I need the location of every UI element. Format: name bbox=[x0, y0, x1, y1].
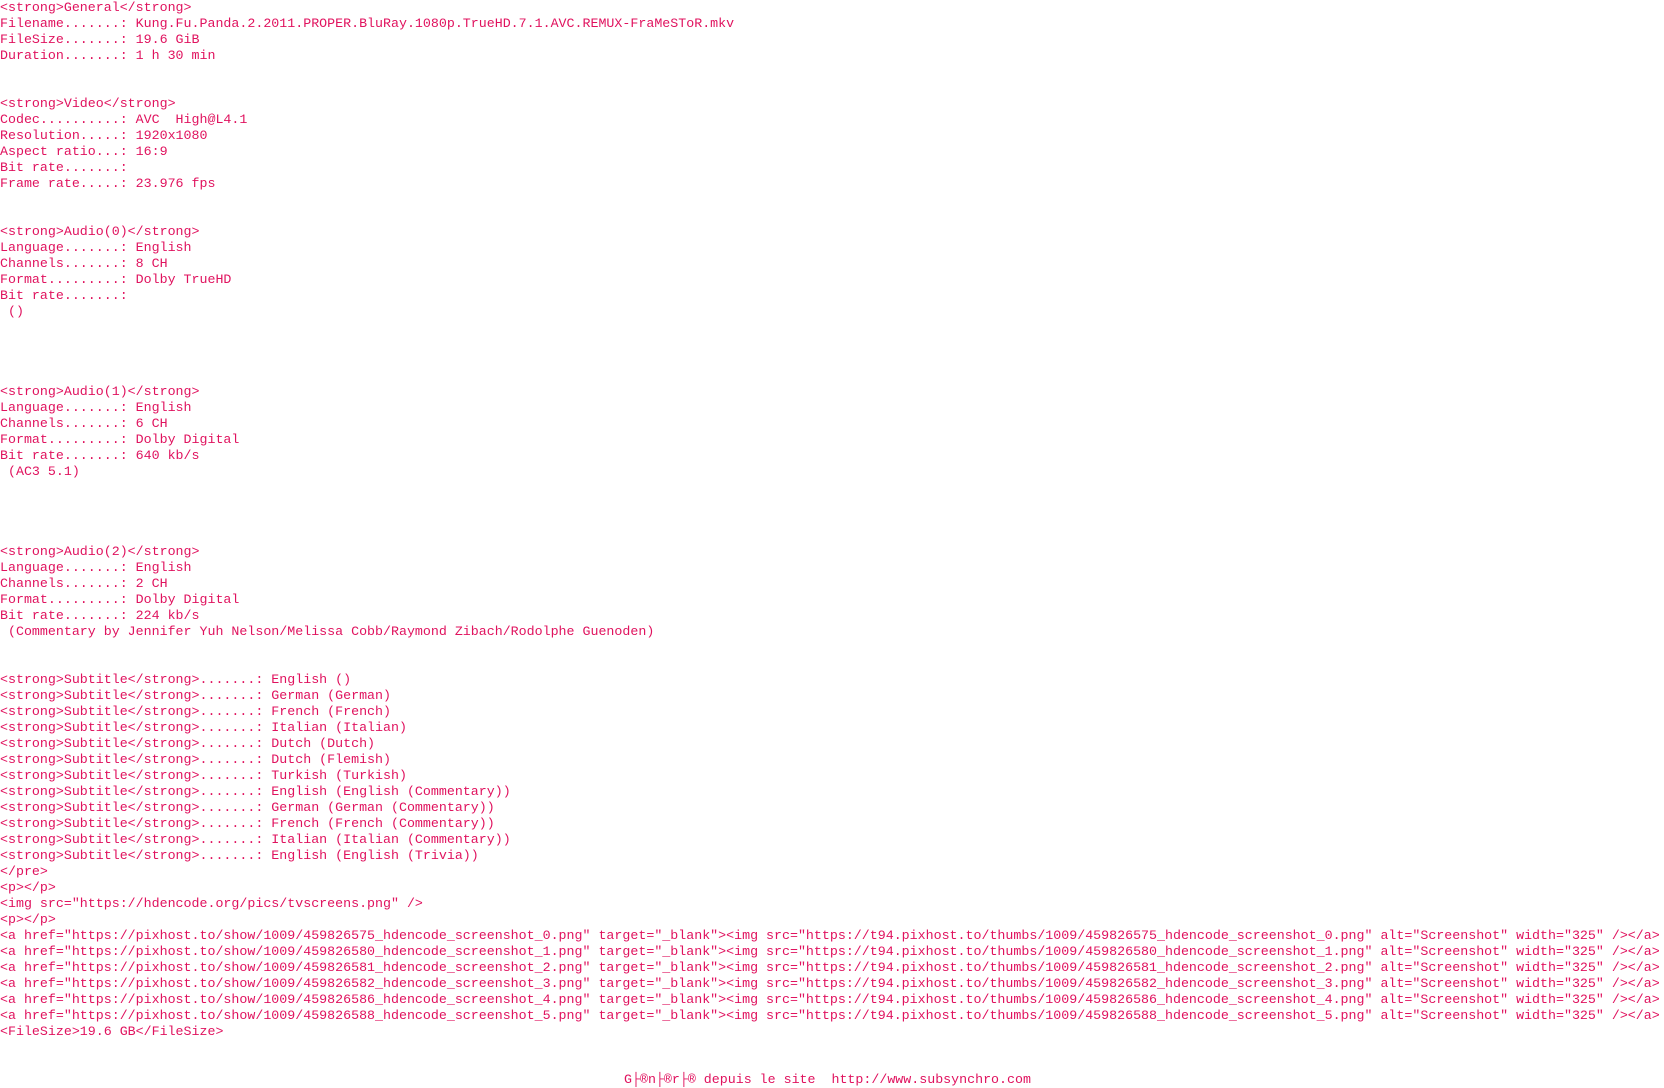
text-line: <strong>Subtitle</strong>.......: German… bbox=[0, 688, 391, 703]
text-line: <strong>Video</strong> bbox=[0, 96, 176, 111]
text-line: Resolution.....: 1920x1080 bbox=[0, 128, 208, 143]
text-line: Bit rate.......: 640 kb/s bbox=[0, 448, 200, 463]
text-line: FileSize.......: 19.6 GiB bbox=[0, 32, 200, 47]
footer: G├®n├®r├® depuis le site http://www.subs… bbox=[624, 1072, 1031, 1087]
text-line: <strong>Subtitle</strong>.......: Dutch … bbox=[0, 736, 376, 751]
text-line: (Commentary by Jennifer Yuh Nelson/Melis… bbox=[0, 624, 655, 639]
text-block: <strong>General</strong> Filename.......:… bbox=[0, 0, 1664, 64]
text-line: Codec..........: AVC High@L4.1 bbox=[0, 112, 248, 127]
text-line: <strong>Subtitle</strong>.......: Turkis… bbox=[0, 768, 407, 783]
text-line: <strong>Subtitle</strong>.......: Englis… bbox=[0, 848, 479, 863]
text-block: <strong>Video</strong> Codec..........: A… bbox=[0, 96, 1664, 192]
text-line: <strong>Subtitle</strong>.......: Englis… bbox=[0, 672, 352, 687]
text-block: <strong>Audio(0)</strong> Language.......… bbox=[0, 224, 1664, 320]
text-line: Aspect ratio...: 16:9 bbox=[0, 144, 168, 159]
text-line: Channels.......: 2 CH bbox=[0, 576, 168, 591]
text-line: <a href="https://pixhost.to/show/1009/45… bbox=[0, 928, 1660, 943]
text-line: Language.......: English bbox=[0, 560, 192, 575]
text-line: <strong>Audio(1)</strong> bbox=[0, 384, 200, 399]
text-line: <a href="https://pixhost.to/show/1009/45… bbox=[0, 992, 1660, 1007]
text-line: <strong>Subtitle</strong>.......: Italia… bbox=[0, 720, 407, 735]
text-line: <strong>Subtitle</strong>.......: Italia… bbox=[0, 832, 511, 847]
text-line: Filename.......: Kung.Fu.Panda.2.2011.PR… bbox=[0, 16, 735, 31]
text-line: </pre> bbox=[0, 864, 48, 879]
text-line: <a href="https://pixhost.to/show/1009/45… bbox=[0, 1008, 1660, 1023]
text-line: Format.........: Dolby Digital bbox=[0, 432, 240, 447]
text-line: <strong>Subtitle</strong>.......: French… bbox=[0, 816, 495, 831]
text-line: Bit rate.......: bbox=[0, 288, 128, 303]
text-line: <strong>Audio(2)</strong> bbox=[0, 544, 200, 559]
text-line: Channels.......: 8 CH bbox=[0, 256, 168, 271]
text-line: <strong>Audio(0)</strong> bbox=[0, 224, 200, 239]
text-line: <FileSize>19.6 GB</FileSize> bbox=[0, 1024, 224, 1039]
text-line: Bit rate.......: bbox=[0, 160, 128, 175]
text-line: Channels.......: 6 CH bbox=[0, 416, 168, 431]
content: <strong>General</strong> Filename.......:… bbox=[0, 0, 1664, 1040]
text-line: (AC3 5.1) bbox=[0, 464, 80, 479]
text-line: Bit rate.......: 224 kb/s bbox=[0, 608, 200, 623]
text-block: <strong>Audio(2)</strong> Language.......… bbox=[0, 544, 1664, 640]
text-line: Language.......: English bbox=[0, 400, 192, 415]
text-line: <a href="https://pixhost.to/show/1009/45… bbox=[0, 944, 1660, 959]
text-line: <p></p> bbox=[0, 880, 56, 895]
text-line: <a href="https://pixhost.to/show/1009/45… bbox=[0, 976, 1660, 991]
text-line: Frame rate.....: 23.976 fps bbox=[0, 176, 216, 191]
text-block: <strong>Subtitle</strong>.......: Englis… bbox=[0, 672, 1664, 1040]
text-line: () bbox=[0, 304, 24, 319]
text-line: <strong>Subtitle</strong>.......: German… bbox=[0, 800, 495, 815]
text-line: <p></p> bbox=[0, 912, 56, 927]
text-block: <strong>Audio(1)</strong> Language.......… bbox=[0, 384, 1664, 480]
text-line: <a href="https://pixhost.to/show/1009/45… bbox=[0, 960, 1660, 975]
text-line: Language.......: English bbox=[0, 240, 192, 255]
text-line: <strong>General</strong> bbox=[0, 0, 192, 15]
text-line: <strong>Subtitle</strong>.......: French… bbox=[0, 704, 391, 719]
text-line: Format.........: Dolby Digital bbox=[0, 592, 240, 607]
text-line: <strong>Subtitle</strong>.......: Englis… bbox=[0, 784, 511, 799]
text-line: Duration.......: 1 h 30 min bbox=[0, 48, 216, 63]
text-line: <img src="https://hdencode.org/pics/tvsc… bbox=[0, 896, 423, 911]
text-line: Format.........: Dolby TrueHD bbox=[0, 272, 232, 287]
text-line: <strong>Subtitle</strong>.......: Dutch … bbox=[0, 752, 391, 767]
